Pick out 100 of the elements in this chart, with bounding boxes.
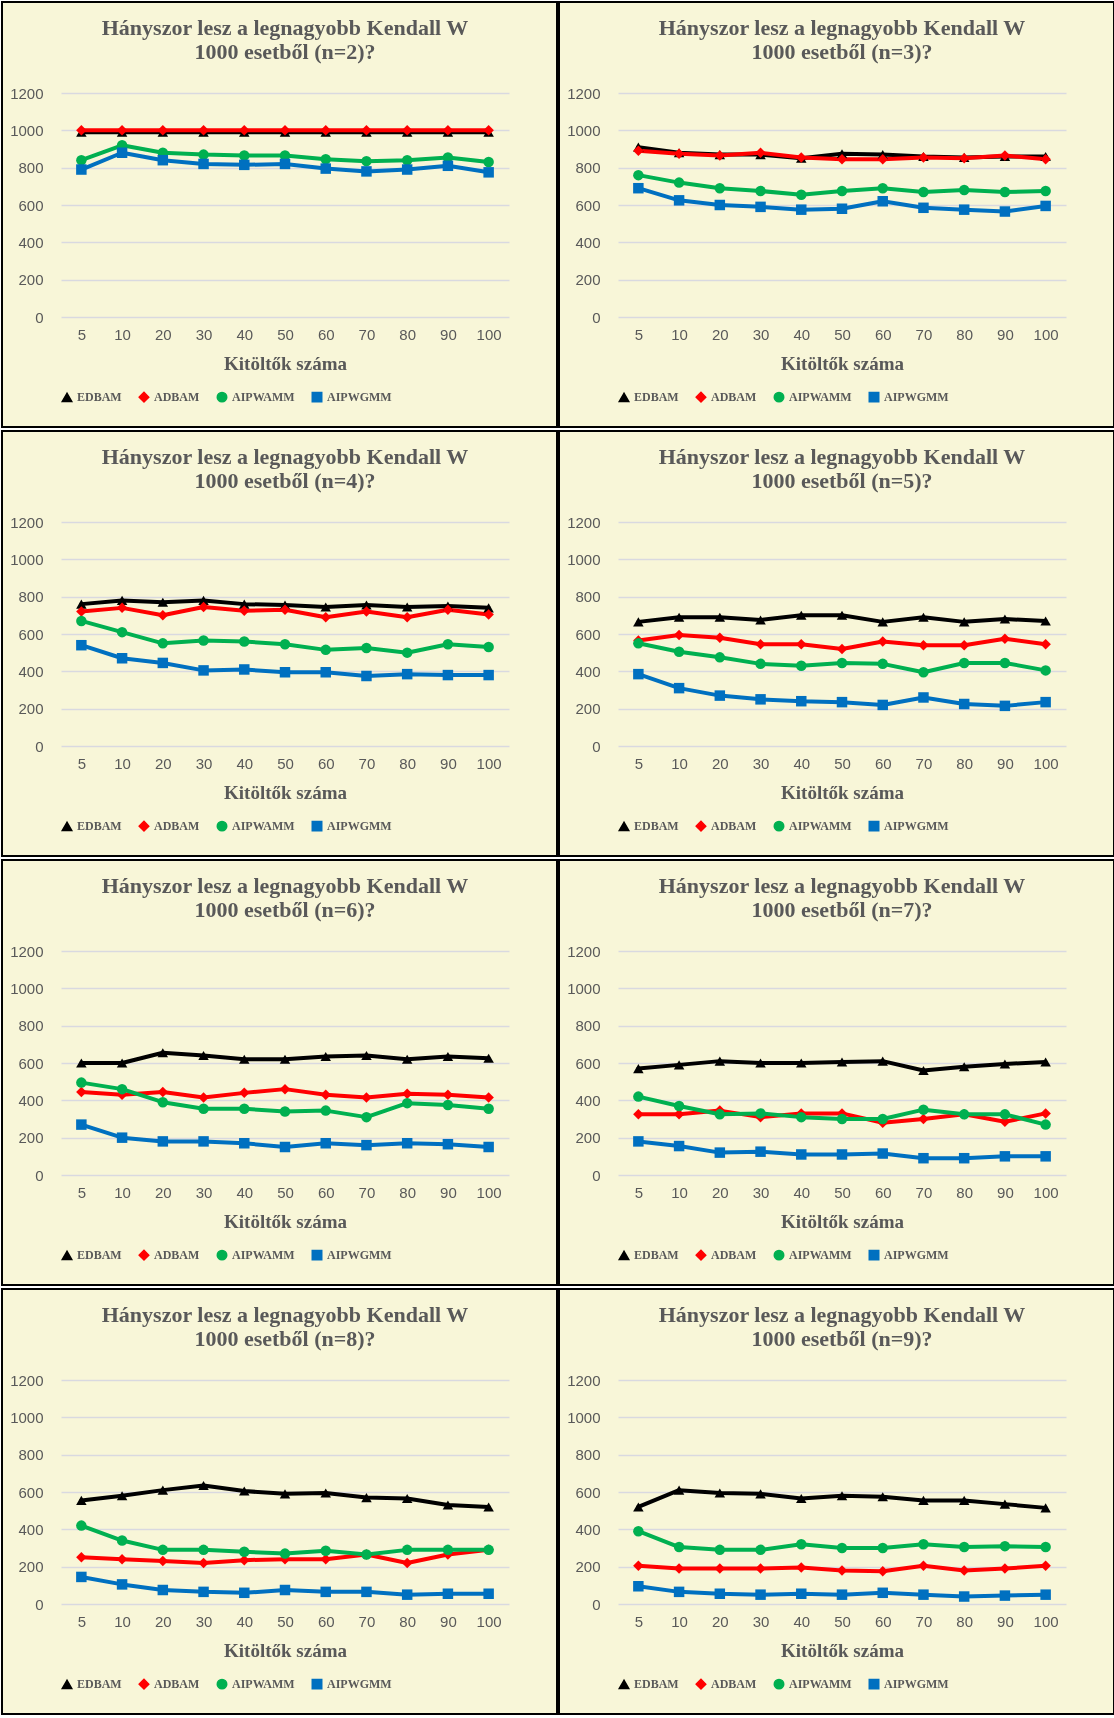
point xyxy=(1040,1503,1051,1513)
point xyxy=(320,667,331,678)
x-tick-label: 60 xyxy=(874,1183,892,1201)
point xyxy=(76,615,87,627)
point xyxy=(116,653,128,664)
point xyxy=(157,1048,169,1058)
y-tick-label: 200 xyxy=(575,271,601,289)
legend-label: AIPWGMM xyxy=(327,1677,392,1692)
y-tick-label: 1000 xyxy=(10,550,44,568)
point xyxy=(836,1113,848,1125)
point xyxy=(755,185,766,197)
point xyxy=(76,1571,87,1583)
x-tick-label: 30 xyxy=(752,1183,770,1201)
x-axis-title: Kitöltők száma xyxy=(781,1210,905,1232)
point xyxy=(401,1138,413,1149)
point xyxy=(673,646,685,657)
point xyxy=(76,1119,87,1130)
point xyxy=(999,700,1011,712)
legend-label: ADBAM xyxy=(154,1677,200,1692)
legend-label: AIPWAMM xyxy=(232,390,295,405)
y-tick-label: 0 xyxy=(592,1595,601,1613)
point xyxy=(401,647,413,658)
point xyxy=(442,1500,454,1510)
point xyxy=(442,1099,454,1111)
point xyxy=(918,667,929,678)
y-tick-label: 1000 xyxy=(567,979,601,997)
point xyxy=(483,1141,494,1153)
point xyxy=(1040,185,1051,197)
point xyxy=(116,1132,128,1143)
point xyxy=(279,1548,291,1559)
point xyxy=(1040,1057,1051,1067)
x-axis-title: Kitöltők száma xyxy=(781,781,905,803)
point xyxy=(633,1525,644,1537)
point xyxy=(157,1096,169,1108)
point xyxy=(76,1520,87,1531)
x-tick-label: 30 xyxy=(752,754,770,772)
y-tick-label: 800 xyxy=(18,1446,44,1464)
point xyxy=(877,1542,888,1554)
point xyxy=(116,1491,128,1501)
x-tick-label: 10 xyxy=(671,754,688,772)
y-tick-label: 1000 xyxy=(567,550,601,568)
point xyxy=(918,612,929,622)
y-tick-label: 800 xyxy=(575,1017,601,1035)
x-tick-label: 80 xyxy=(399,754,417,772)
x-tick-label: 10 xyxy=(114,325,131,343)
x-tick-label: 30 xyxy=(195,1183,213,1201)
point xyxy=(877,636,888,647)
x-tick-label: 40 xyxy=(793,1183,811,1201)
point xyxy=(918,1495,929,1505)
x-tick-label: 100 xyxy=(1033,1612,1059,1630)
point xyxy=(401,1493,413,1504)
point xyxy=(483,641,494,653)
x-tick-label: 30 xyxy=(752,1612,770,1630)
point xyxy=(116,1579,128,1590)
x-tick-label: 5 xyxy=(77,754,87,772)
x-tick-label: 90 xyxy=(440,325,457,343)
x-tick-label: 80 xyxy=(956,325,974,343)
y-tick-label: 1000 xyxy=(567,121,601,139)
x-tick-label: 10 xyxy=(114,754,131,772)
legend-label: AIPWAMM xyxy=(232,1248,295,1263)
y-tick-label: 1000 xyxy=(10,1408,44,1426)
x-tick-label: 5 xyxy=(634,325,644,343)
x-tick-label: 20 xyxy=(711,1183,729,1201)
point xyxy=(836,657,848,669)
x-tick-label: 40 xyxy=(793,754,811,772)
point xyxy=(796,204,807,215)
point xyxy=(198,1544,209,1556)
point xyxy=(877,1113,888,1125)
point xyxy=(714,199,726,211)
legend-label: EDBAM xyxy=(634,1677,679,1692)
legend-label: EDBAM xyxy=(77,1677,122,1692)
point xyxy=(673,195,685,206)
point xyxy=(673,1060,685,1070)
x-axis-title: Kitöltők száma xyxy=(224,1639,348,1661)
x-tick-label: 5 xyxy=(634,754,644,772)
x-tick-label: 90 xyxy=(997,754,1014,772)
point xyxy=(239,1546,250,1557)
point xyxy=(320,1586,331,1598)
x-tick-label: 30 xyxy=(752,325,770,343)
point xyxy=(755,1058,766,1068)
y-tick-label: 200 xyxy=(575,1129,601,1147)
point xyxy=(673,612,685,622)
point xyxy=(198,158,209,170)
point xyxy=(279,1489,291,1499)
x-tick-label: 20 xyxy=(711,1612,729,1630)
point xyxy=(198,1050,209,1061)
point xyxy=(76,164,87,175)
x-tick-label: 90 xyxy=(997,325,1014,343)
x-tick-label: 80 xyxy=(956,754,974,772)
chart-title: Hányszor lesz a legnagyobb Kendall W 1000 esetből (n=8)? xyxy=(101,1302,469,1351)
point xyxy=(836,1491,848,1501)
point xyxy=(918,1560,929,1571)
point xyxy=(279,667,291,678)
y-tick-label: 800 xyxy=(18,159,44,177)
point xyxy=(1040,1108,1051,1119)
point xyxy=(320,163,331,174)
point xyxy=(361,1586,372,1598)
point xyxy=(239,1138,250,1149)
point xyxy=(877,196,888,207)
legend-label: EDBAM xyxy=(634,390,679,405)
